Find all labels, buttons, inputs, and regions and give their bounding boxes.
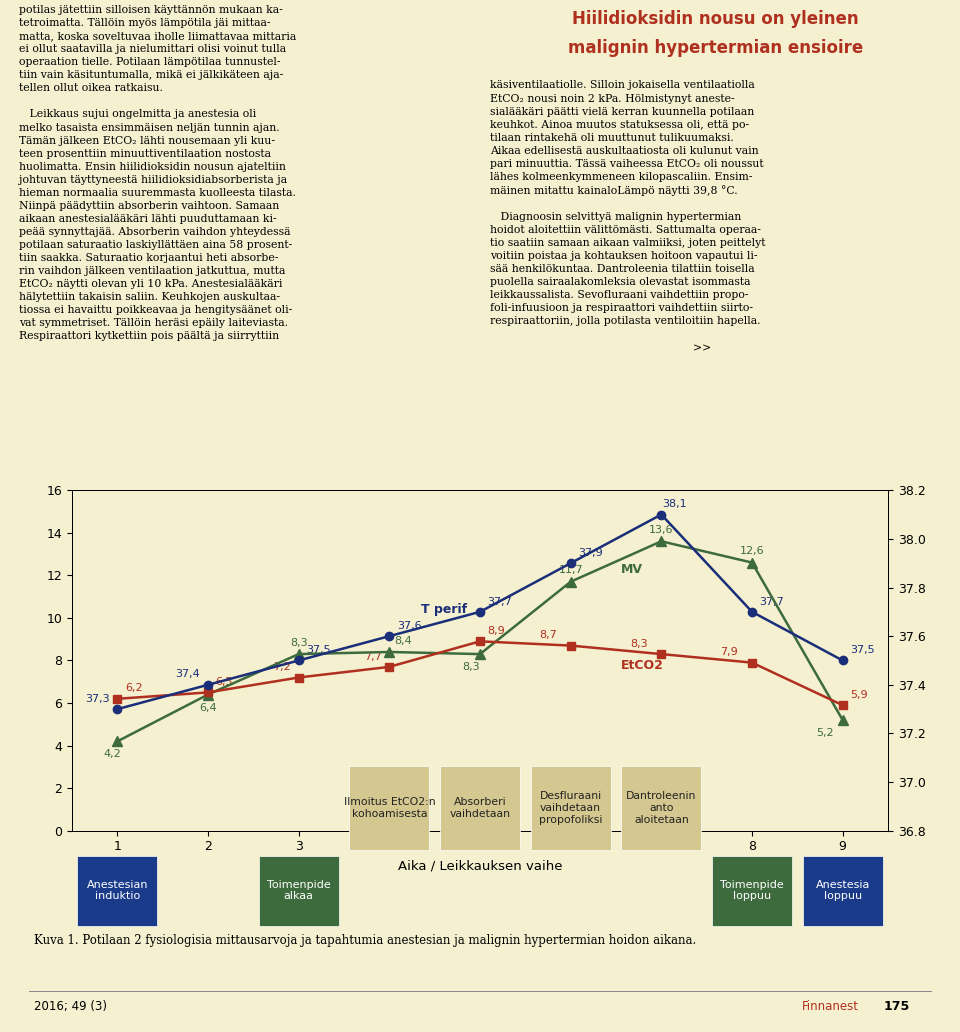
Text: Absorberi
vaihdetaan: Absorberi vaihdetaan [449, 798, 511, 818]
Text: EtCO2: EtCO2 [620, 659, 663, 672]
Text: 37,7: 37,7 [488, 596, 513, 607]
Text: 6,2: 6,2 [125, 683, 142, 694]
Text: 38,1: 38,1 [662, 499, 687, 509]
Text: 6,5: 6,5 [216, 677, 233, 687]
Text: T perif: T perif [421, 604, 468, 616]
Text: 7,9: 7,9 [720, 647, 738, 657]
Text: Toimenpide
alkaa: Toimenpide alkaa [267, 880, 330, 901]
Text: Hiilidioksidin nousu on yleinen: Hiilidioksidin nousu on yleinen [572, 10, 858, 28]
Text: käsiventilaatiolle. Silloin jokaisella ventilaatiolla
EtCO₂ nousi noin 2 kPa. Hö: käsiventilaatiolle. Silloin jokaisella v… [490, 80, 765, 353]
Text: potilas jätettiin silloisen käyttännön mukaan ka-
tetroimatta. Tällöin myös lämp: potilas jätettiin silloisen käyttännön m… [19, 5, 297, 342]
Text: 37,4: 37,4 [176, 670, 201, 679]
Text: 8,3: 8,3 [630, 639, 647, 649]
Text: 175: 175 [883, 1000, 909, 1013]
Text: 8,3: 8,3 [462, 663, 480, 672]
Text: 6,4: 6,4 [199, 703, 217, 713]
Text: 12,6: 12,6 [740, 546, 764, 556]
Text: 37,6: 37,6 [397, 621, 421, 631]
Text: malignin hypertermian ensioire: malignin hypertermian ensioire [567, 39, 863, 57]
Text: 5,9: 5,9 [851, 689, 868, 700]
Text: 37,3: 37,3 [85, 694, 109, 704]
Text: 8,9: 8,9 [488, 626, 505, 636]
Text: 7,2: 7,2 [274, 663, 291, 672]
Text: Finnanest: Finnanest [802, 1000, 858, 1013]
Text: 13,6: 13,6 [649, 525, 674, 535]
Text: 8,4: 8,4 [394, 636, 412, 646]
Text: Toimenpide
loppuu: Toimenpide loppuu [720, 880, 784, 901]
Text: Ilmoitus EtCO2:n
kohoamisesta: Ilmoitus EtCO2:n kohoamisesta [344, 798, 435, 818]
Text: Anestesia
loppuu: Anestesia loppuu [815, 880, 870, 901]
Text: Kuva 1. Potilaan 2 fysiologisia mittausarvoja ja tapahtumia anestesian ja malign: Kuva 1. Potilaan 2 fysiologisia mittausa… [34, 934, 696, 947]
Text: 37,5: 37,5 [306, 645, 331, 655]
Text: 11,7: 11,7 [559, 566, 583, 575]
Text: 2016; 49 (3): 2016; 49 (3) [34, 1000, 107, 1013]
Text: 8,7: 8,7 [540, 631, 557, 640]
Text: 5,2: 5,2 [816, 729, 833, 738]
Text: 37,9: 37,9 [578, 548, 603, 558]
X-axis label: Aika / Leikkauksen vaihe: Aika / Leikkauksen vaihe [397, 859, 563, 872]
Text: MV: MV [620, 563, 642, 576]
Text: 7,7: 7,7 [364, 651, 382, 662]
Text: 8,3: 8,3 [290, 638, 307, 648]
Text: Desfluraani
vaihdetaan
propofoliksi: Desfluraani vaihdetaan propofoliksi [539, 792, 602, 825]
Text: 37,5: 37,5 [851, 645, 875, 655]
Text: Anestesian
induktio: Anestesian induktio [86, 880, 148, 901]
Text: 37,7: 37,7 [759, 596, 784, 607]
Text: 4,2: 4,2 [104, 749, 122, 760]
Text: Dantroleenin
anto
aloitetaan: Dantroleenin anto aloitetaan [626, 792, 697, 825]
